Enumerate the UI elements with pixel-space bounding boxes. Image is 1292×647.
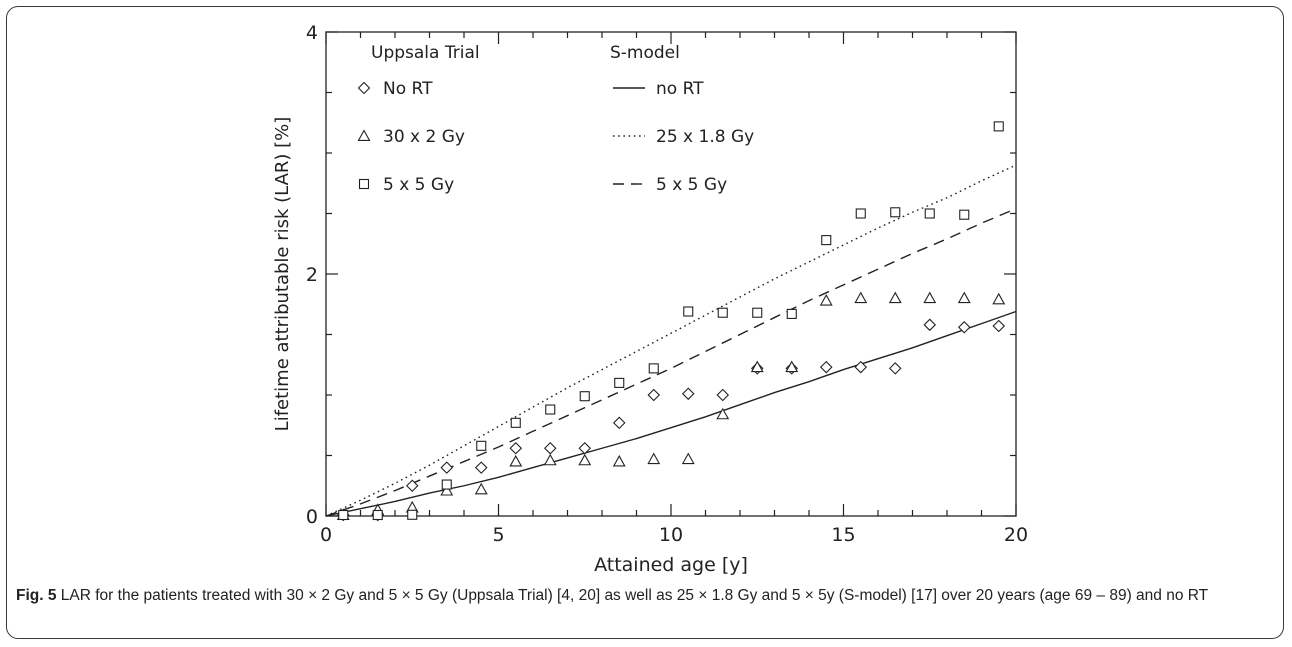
curve-solid: [325, 310, 1017, 517]
triangle-marker: [440, 483, 454, 496]
diamond-marker: [992, 319, 1006, 333]
square-marker: [959, 209, 970, 220]
square-marker: [924, 208, 935, 219]
legend: Uppsala Trial S-model No RT 30 x 2 Gy 5 x 5 …: [357, 43, 754, 195]
diamond-marker: [543, 441, 557, 455]
diamond-marker: [957, 320, 971, 334]
triangle-marker: [716, 407, 730, 420]
x-tick-label: 10: [659, 524, 683, 546]
y-axis-label: Lifetime attributable risk (LAR) [%]: [272, 117, 293, 432]
diamond-marker: [405, 479, 419, 493]
diamond-marker: [681, 387, 695, 401]
legend-trial-label: No RT: [383, 79, 433, 99]
square-marker: [407, 509, 418, 520]
caption-text: LAR for the patients treated with 30 × 2…: [56, 587, 1209, 604]
square-marker: [717, 307, 728, 318]
triangle-marker: [957, 291, 971, 304]
square-marker: [372, 509, 383, 521]
triangle-marker: [543, 453, 557, 466]
diamond-marker: [612, 416, 626, 430]
legend-diamond-icon: [357, 81, 371, 95]
triangle-marker: [509, 454, 523, 467]
triangle-marker: [888, 291, 902, 304]
triangle-marker: [681, 452, 695, 465]
diamond-marker: [474, 461, 488, 474]
legend-trial-label: 5 x 5 Gy: [383, 175, 454, 195]
legend-header-trial: Uppsala Trial: [371, 43, 480, 63]
diamond-marker: [923, 318, 937, 332]
curve-dashed: [325, 208, 1017, 517]
diamond-marker: [647, 388, 661, 402]
model-curves: [325, 164, 1017, 517]
figure-frame: [6, 6, 1284, 639]
square-marker: [786, 308, 797, 319]
square-marker: [752, 307, 763, 318]
square-marker: [855, 208, 866, 219]
square-marker: [476, 440, 487, 451]
triangle-marker: [819, 293, 833, 306]
chart: 0 5 10 15 20 0 2 4 Attained age [y] Lifetime at…: [272, 22, 1028, 576]
triangle-marker: [474, 482, 488, 495]
legend-model-label: no RT: [656, 79, 704, 99]
curve-dotted: [325, 164, 1017, 517]
square-marker: [545, 404, 556, 415]
legend-square-icon: [358, 178, 370, 190]
square-marker: [579, 391, 590, 402]
y-tick-label: 2: [306, 264, 318, 286]
square-marker: [890, 207, 901, 218]
square-marker: [614, 377, 625, 388]
triangle-marker: [578, 453, 592, 466]
legend-triangle-icon: [357, 129, 371, 141]
diamond-marker: [854, 360, 868, 374]
figure-label: Fig. 5: [16, 587, 57, 604]
triangle-marker: [612, 454, 626, 467]
legend-model-label: 5 x 5 Gy: [656, 175, 727, 195]
square-marker: [993, 121, 1004, 132]
triangle-marker: [923, 291, 937, 304]
axis-ticks: [325, 31, 1017, 517]
x-tick-label: 20: [1004, 524, 1028, 546]
triangle-marker: [854, 291, 868, 304]
diamond-marker: [819, 360, 833, 374]
diamond-marker: [509, 441, 523, 455]
x-tick-label: 5: [492, 524, 504, 546]
square-marker: [648, 363, 659, 374]
y-tick-label: 4: [306, 22, 318, 44]
square-marker: [338, 509, 349, 521]
square-marker: [821, 235, 832, 246]
triangle-marker: [647, 452, 661, 465]
figure-caption: Fig. 5 LAR for the patients treated with…: [16, 585, 1271, 607]
plot-area: [325, 31, 1017, 517]
x-axis-label: Attained age [y]: [594, 554, 748, 576]
diamond-marker: [440, 461, 454, 474]
legend-trial-label: 30 x 2 Gy: [383, 127, 465, 147]
triangle-marker: [785, 360, 799, 373]
legend-model-label: 25 x 1.8 Gy: [656, 127, 754, 147]
data-markers: [336, 121, 1006, 522]
x-tick-label: 15: [831, 524, 855, 546]
square-marker: [683, 306, 694, 317]
triangle-marker: [992, 292, 1006, 305]
diamond-marker: [716, 388, 730, 402]
tick-labels: 0 5 10 15 20 0 2 4: [306, 22, 1028, 546]
diamond-marker: [888, 362, 902, 375]
legend-header-model: S-model: [610, 43, 680, 63]
y-tick-label: 0: [306, 506, 318, 528]
square-marker: [441, 479, 452, 490]
x-tick-label: 0: [320, 524, 332, 546]
square-marker: [510, 417, 521, 428]
triangle-marker: [750, 360, 764, 373]
